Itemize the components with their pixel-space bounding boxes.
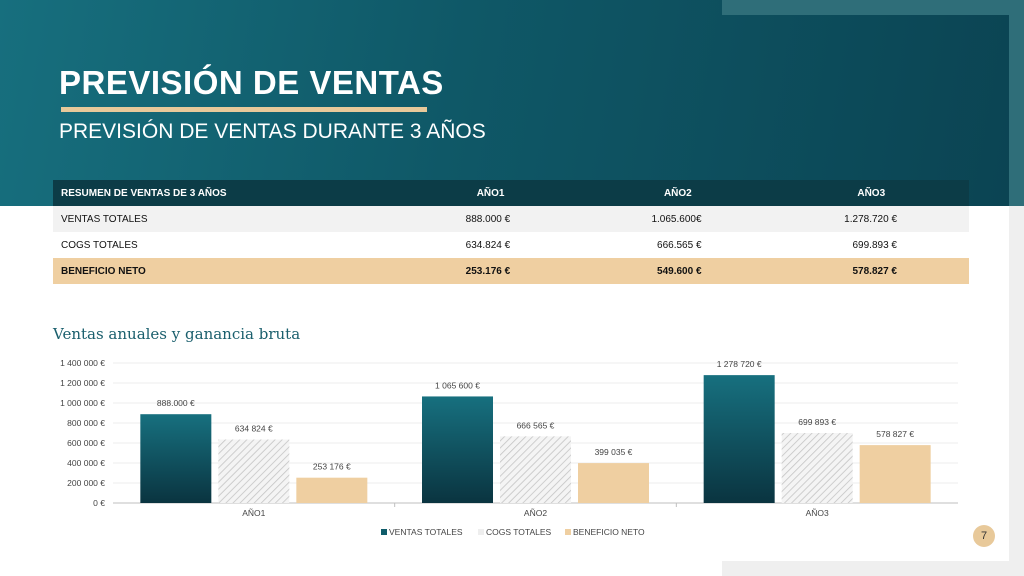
sales-summary-table: RESUMEN DE VENTAS DE 3 AÑOS AÑO1 AÑO2 AÑ… [53,180,969,284]
legend-swatch [565,529,571,535]
y-tick-label: 200 000 € [67,478,105,488]
table-cell: 549.600 € [582,258,774,284]
legend-swatch [381,529,387,535]
x-tick-label: AÑO3 [806,508,829,518]
table-header-label: RESUMEN DE VENTAS DE 3 AÑOS [53,180,399,206]
page-title: PREVISIÓN DE VENTAS [59,64,444,101]
data-label: 888.000 € [157,398,195,408]
data-label: 699 893 € [798,417,836,427]
title-underline [61,107,427,112]
sales-bar-chart: 0 € 200 000 € 400 000 € 600 000 € 800 000 € 1… [60,358,958,537]
corner-decoration-bottom [722,561,1024,576]
table-cell: BENEFICIO NETO [53,258,399,284]
chart-bar [140,414,212,503]
chart-bar [781,433,853,503]
table-cell: 699.893 € [773,232,969,258]
page-subtitle: PREVISIÓN DE VENTAS DURANTE 3 AÑOS [59,120,486,143]
data-label: 666 565 € [517,420,555,430]
table-cell: 253.176 € [399,258,583,284]
x-tick-label: AÑO2 [524,508,547,518]
table-header-year1: AÑO1 [399,180,583,206]
legend-label: VENTAS TOTALES [389,527,463,537]
x-tick-label: AÑO1 [242,508,265,518]
table-cell: COGS TOTALES [53,232,399,258]
legend-label: COGS TOTALES [486,527,552,537]
chart-bar [218,439,290,503]
corner-decoration-top [722,0,1024,15]
table-row-total-sales: VENTAS TOTALES 888.000 € 1.065.600€ 1.27… [53,206,969,232]
table-cell: 634.824 € [399,232,583,258]
legend-swatch [478,529,484,535]
data-label: 1 065 600 € [435,380,480,390]
y-tick-label: 1 200 000 € [60,378,105,388]
table-cell: 578.827 € [773,258,969,284]
corner-decoration-right [1009,0,1024,206]
table-row-net-profit: BENEFICIO NETO 253.176 € 549.600 € 578.8… [53,258,969,284]
table-header-row: RESUMEN DE VENTAS DE 3 AÑOS AÑO1 AÑO2 AÑ… [53,180,969,206]
table-header-year3: AÑO3 [773,180,969,206]
chart-bar [859,445,931,503]
chart-bar [500,436,571,503]
chart-bar [422,396,493,503]
y-tick-label: 0 € [93,498,105,508]
table-cell: VENTAS TOTALES [53,206,399,232]
table-row-total-cogs: COGS TOTALES 634.824 € 666.565 € 699.893… [53,232,969,258]
y-tick-label: 1 400 000 € [60,358,105,368]
chart-bar [296,477,368,503]
table-cell: 666.565 € [582,232,774,258]
y-tick-label: 400 000 € [67,458,105,468]
data-label: 578 827 € [876,429,914,439]
y-tick-label: 1 000 000 € [60,398,105,408]
page-number: 7 [973,525,995,547]
table-cell: 888.000 € [399,206,583,232]
table-cell: 1.065.600€ [582,206,774,232]
data-label: 399 035 € [595,447,633,457]
table-cell: 1.278.720 € [773,206,969,232]
chart-bar [578,463,649,503]
corner-decoration-side [1009,206,1024,576]
legend-label: BENEFICIO NETO [573,527,645,537]
chart-bar [703,375,775,503]
header-banner [0,0,1009,206]
table-header-year2: AÑO2 [582,180,774,206]
data-label: 253 176 € [313,462,351,472]
y-tick-label: 800 000 € [67,418,105,428]
data-label: 634 824 € [235,424,273,434]
chart-title: Ventas anuales y ganancia bruta [53,325,301,343]
y-tick-label: 600 000 € [67,438,105,448]
data-label: 1 278 720 € [717,359,762,369]
